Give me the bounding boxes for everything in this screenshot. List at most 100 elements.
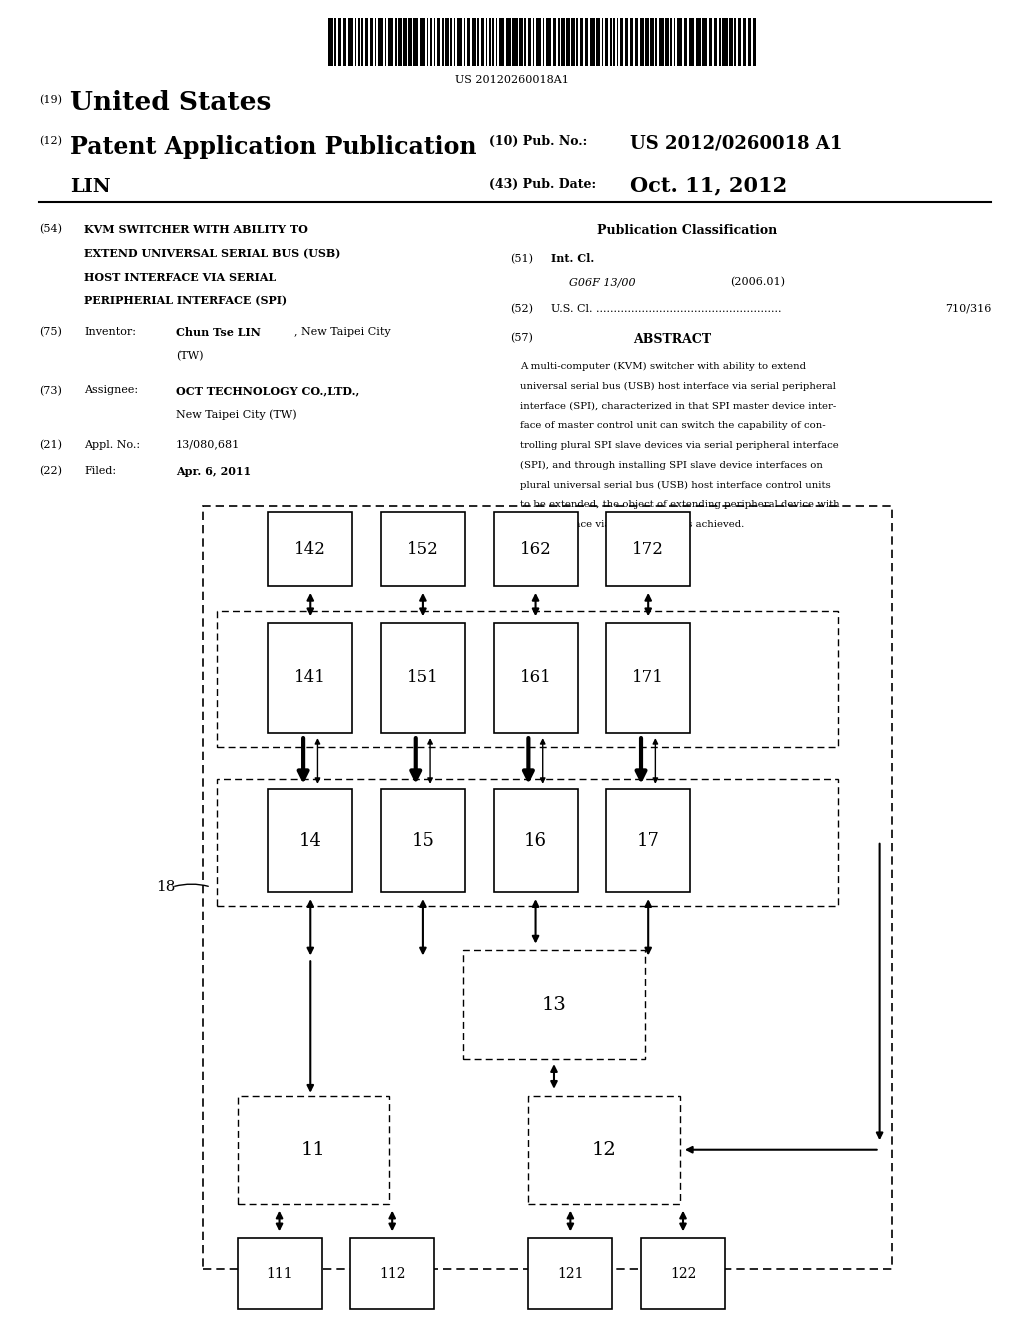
Text: 14: 14 [299, 832, 322, 850]
Bar [640, 18, 643, 66]
Bar [217, 611, 838, 747]
Bar [430, 18, 432, 66]
Bar [734, 18, 736, 66]
Bar [674, 18, 676, 66]
Bar [606, 623, 690, 733]
Text: Filed:: Filed: [84, 466, 116, 477]
Bar [395, 18, 396, 66]
Text: 121: 121 [557, 1267, 584, 1280]
Text: 11: 11 [301, 1140, 326, 1159]
Bar [512, 18, 517, 66]
Bar [442, 18, 443, 66]
Text: US 2012/0260018 A1: US 2012/0260018 A1 [630, 135, 842, 153]
Bar [437, 18, 440, 66]
Bar [381, 789, 465, 892]
Bar [561, 18, 564, 66]
Bar [606, 789, 690, 892]
Bar [238, 1238, 322, 1309]
Bar [613, 18, 615, 66]
Text: U.S. Cl. .....................................................: U.S. Cl. ...............................… [551, 304, 781, 314]
Text: 13: 13 [542, 995, 566, 1014]
Bar [558, 18, 559, 66]
Bar [610, 18, 611, 66]
Text: plural universal serial bus (USB) host interface control units: plural universal serial bus (USB) host i… [520, 480, 830, 490]
Bar [641, 1238, 725, 1309]
Text: 122: 122 [670, 1267, 696, 1280]
Bar [485, 18, 487, 66]
Bar [268, 789, 352, 892]
Bar [709, 18, 713, 66]
Text: (12): (12) [39, 136, 61, 147]
Text: (54): (54) [39, 224, 61, 235]
Bar [493, 18, 494, 66]
Bar [605, 18, 608, 66]
Bar [361, 18, 362, 66]
Bar [348, 18, 353, 66]
Text: 161: 161 [519, 669, 552, 686]
Bar [381, 623, 465, 733]
Text: (TW): (TW) [176, 351, 204, 362]
Bar [268, 623, 352, 733]
Bar [553, 18, 556, 66]
Text: (21): (21) [39, 440, 61, 450]
Text: New Taipei City (TW): New Taipei City (TW) [176, 409, 297, 420]
Text: 111: 111 [266, 1267, 293, 1280]
Bar [350, 1238, 434, 1309]
Bar [729, 18, 732, 66]
Bar [203, 506, 892, 1269]
Bar [403, 18, 407, 66]
Bar [343, 18, 346, 66]
Text: Chun Tse LIN: Chun Tse LIN [176, 327, 261, 338]
Bar [585, 18, 588, 66]
Bar [580, 18, 583, 66]
Bar [398, 18, 401, 66]
Text: US 20120260018A1: US 20120260018A1 [455, 75, 569, 86]
Text: , New Taipei City: , New Taipei City [294, 327, 390, 338]
Bar [385, 18, 386, 66]
Bar [695, 18, 700, 66]
Bar [625, 18, 629, 66]
Text: Int. Cl.: Int. Cl. [551, 253, 594, 264]
Text: PERIPHERIAL INTERFACE (SPI): PERIPHERIAL INTERFACE (SPI) [84, 296, 287, 306]
Bar [532, 18, 535, 66]
Text: (57): (57) [510, 333, 532, 343]
Bar [358, 18, 359, 66]
Bar [433, 18, 435, 66]
Bar [601, 18, 603, 66]
Bar [714, 18, 718, 66]
Text: (SPI), and through installing SPI slave device interfaces on: (SPI), and through installing SPI slave … [520, 461, 823, 470]
Bar [671, 18, 672, 66]
Bar [684, 18, 687, 66]
Text: universal serial bus (USB) host interface via serial peripheral: universal serial bus (USB) host interfac… [520, 381, 836, 391]
Bar [566, 18, 569, 66]
Bar [494, 512, 578, 586]
Bar [742, 18, 746, 66]
Text: A multi-computer (KVM) switcher with ability to extend: A multi-computer (KVM) switcher with abi… [520, 362, 806, 371]
Text: (43) Pub. Date:: (43) Pub. Date: [489, 178, 597, 191]
Bar [753, 18, 756, 66]
Bar [528, 1096, 680, 1204]
Bar [650, 18, 653, 66]
Text: to be extended, the object of extending peripheral device with: to be extended, the object of extending … [520, 500, 840, 510]
Text: 13/080,681: 13/080,681 [176, 440, 241, 450]
Bar [472, 18, 475, 66]
Bar [370, 18, 373, 66]
Bar [477, 18, 479, 66]
Bar [616, 18, 618, 66]
Bar [467, 18, 470, 66]
Bar [546, 18, 551, 66]
Text: 112: 112 [379, 1267, 406, 1280]
Bar [451, 18, 452, 66]
Text: Publication Classification: Publication Classification [597, 224, 777, 238]
Bar [457, 18, 462, 66]
Bar [454, 18, 456, 66]
Text: (19): (19) [39, 95, 61, 106]
Text: (52): (52) [510, 304, 532, 314]
Bar [388, 18, 393, 66]
Bar [527, 18, 531, 66]
Text: 17: 17 [637, 832, 659, 850]
Text: trolling plural SPI slave devices via serial peripheral interface: trolling plural SPI slave devices via se… [520, 441, 839, 450]
Text: United States: United States [70, 90, 271, 115]
Text: 15: 15 [412, 832, 434, 850]
Bar [590, 18, 595, 66]
